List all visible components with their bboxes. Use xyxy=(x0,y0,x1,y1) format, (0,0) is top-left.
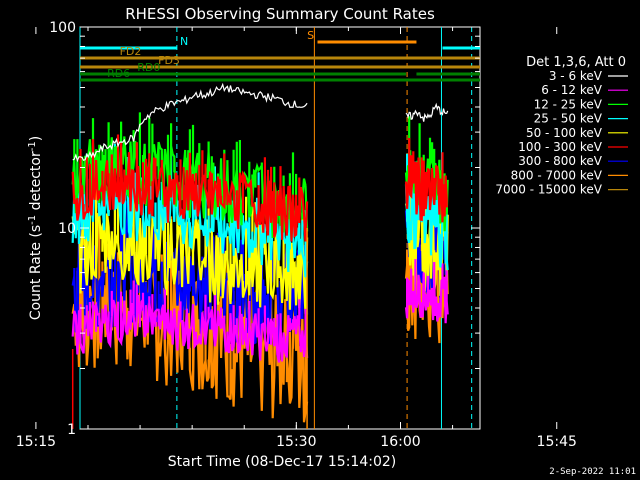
series-line-4-post xyxy=(404,176,449,296)
flag-label-N: N xyxy=(180,35,188,48)
legend-label-6: 300 - 800 keV xyxy=(518,154,602,168)
legend-label-4: 50 - 100 keV xyxy=(526,126,603,140)
flag-label-FD2: FD2 xyxy=(120,45,142,58)
x-tick-label-3: 16:00 xyxy=(380,434,420,450)
flag-label-FD3: FD3 xyxy=(158,54,180,67)
legend-label-1: 6 - 12 keV xyxy=(541,83,603,97)
y-tick-label-1: 10 xyxy=(58,221,76,237)
series-line-1-post xyxy=(404,259,449,324)
y-axis-label-close: ) xyxy=(28,136,44,141)
y-axis-label: Count Rate (s-1 detector-1) xyxy=(27,136,44,320)
series-line-5-post xyxy=(404,138,448,223)
x-tick-label-2: 15:45 xyxy=(537,434,577,450)
x-tick-label-1: 15:30 xyxy=(276,434,316,450)
footer-timestamp: 2-Sep-2022 11:01 xyxy=(549,467,636,477)
y-axis-label-tail: detector xyxy=(28,151,44,215)
series-lines xyxy=(71,82,449,429)
axes: 15:1515:3015:4516:0016:1516:3016:4511010… xyxy=(16,20,577,450)
legend-label-3: 25 - 50 keV xyxy=(534,112,603,126)
y-tick-label-2: 100 xyxy=(49,20,76,36)
x-axis-label: Start Time (08-Dec-17 15:14:02) xyxy=(168,454,396,470)
series-line-0-pre xyxy=(72,82,308,163)
series-line-5-pre xyxy=(71,134,309,242)
legend-label-5: 100 - 300 keV xyxy=(518,140,602,154)
y-axis-label-sup: -1 xyxy=(27,215,38,225)
flag-label-RD0: RD0 xyxy=(137,61,160,74)
legend-label-2: 12 - 25 keV xyxy=(534,97,603,111)
chart-title: RHESSI Observing Summary Count Rates xyxy=(125,5,435,23)
legend-label-8: 7000 - 15000 keV xyxy=(495,183,602,197)
y-axis-label-sup2: -1 xyxy=(27,141,38,151)
series-line-0-post xyxy=(405,102,449,122)
x-tick-label-0: 15:15 xyxy=(16,434,56,450)
flag-label-S: S xyxy=(307,29,314,42)
y-tick-label-0: 1 xyxy=(67,422,76,438)
legend-label-0: 3 - 6 keV xyxy=(549,69,603,83)
y-axis-label-main: Count Rate (s xyxy=(28,225,44,320)
flag-label-RD6: RD6 xyxy=(107,67,130,80)
legend-label-7: 800 - 7000 keV xyxy=(511,168,603,182)
legend-header: Det 1,3,6, Att 0 xyxy=(526,55,626,70)
series-line-1-pre xyxy=(71,280,309,363)
